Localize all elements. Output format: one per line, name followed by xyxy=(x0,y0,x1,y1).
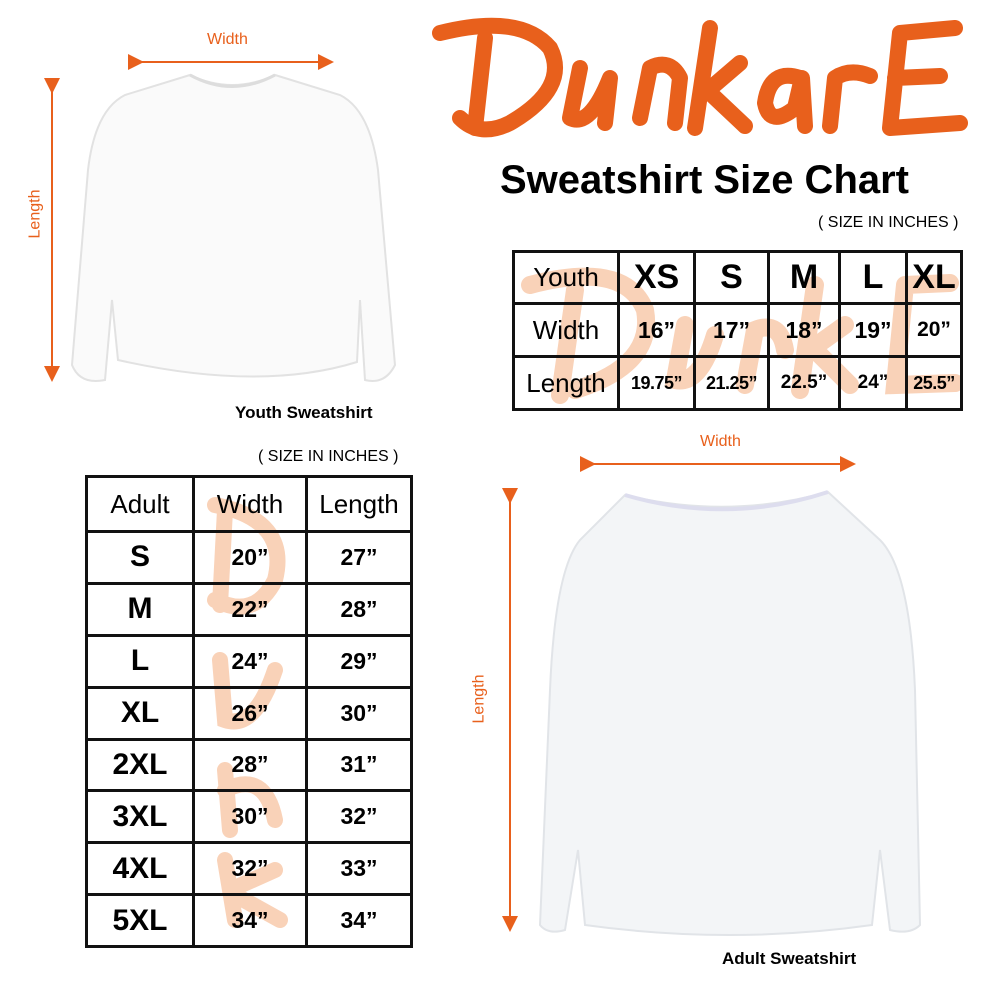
table-cell: 28” xyxy=(305,581,413,637)
table-cell: 33” xyxy=(305,841,413,897)
table-cell: 32” xyxy=(192,841,308,897)
table-cell: M xyxy=(767,250,841,305)
table-cell: XS xyxy=(617,250,696,305)
table-cell: 2XL xyxy=(85,737,195,793)
table-cell: 34” xyxy=(192,893,308,948)
table-cell: 19.75” xyxy=(617,355,696,411)
youth-size-table: Youth XS S M L XL Width 16” 17” 18” 19” … xyxy=(512,250,963,411)
table-cell: 25.5” xyxy=(905,355,963,411)
table-cell: 20” xyxy=(905,302,963,358)
table-cell: L xyxy=(85,633,195,689)
table-cell: Length xyxy=(305,475,413,533)
table-cell: 5XL xyxy=(85,893,195,948)
table-cell: 24” xyxy=(838,355,908,411)
adult-width-label: Width xyxy=(700,433,741,450)
table-cell: 26” xyxy=(192,685,308,741)
table-cell: Adult xyxy=(85,475,195,533)
table-cell: 31” xyxy=(305,737,413,793)
table-cell: M xyxy=(85,581,195,637)
table-cell: 21.25” xyxy=(693,355,770,411)
table-cell: 29” xyxy=(305,633,413,689)
table-cell: XL xyxy=(905,250,963,305)
youth-caption: Youth Sweatshirt xyxy=(235,403,373,422)
youth-width-label: Width xyxy=(207,31,248,48)
table-cell: 4XL xyxy=(85,841,195,897)
table-row: Youth XS S M L XL xyxy=(512,250,963,305)
adult-length-label: Length xyxy=(470,674,488,724)
page-title: Sweatshirt Size Chart xyxy=(500,158,910,202)
youth-length-label: Length xyxy=(26,189,44,239)
table-cell: L xyxy=(838,250,908,305)
table-cell: 28” xyxy=(192,737,308,793)
table-row: Length 19.75” 21.25” 22.5” 24” 25.5” xyxy=(512,355,963,411)
adult-size-table: Adult Width Length S 20” 27” M 22” 28” L 24” 29”… xyxy=(85,475,413,948)
adult-sweatshirt-image xyxy=(502,456,922,936)
table-row: Width 16” 17” 18” 19” 20” xyxy=(512,302,963,358)
table-row: 2XL 28” 31” xyxy=(85,737,413,793)
table-cell: 18” xyxy=(767,302,841,358)
table-cell: 20” xyxy=(192,530,308,585)
table-cell: Width xyxy=(512,302,620,358)
table-row: Adult Width Length xyxy=(85,475,413,533)
table-cell: 30” xyxy=(192,789,308,845)
table-cell: Width xyxy=(192,475,308,533)
table-cell: S xyxy=(85,530,195,585)
table-row: 3XL 30” 32” xyxy=(85,789,413,845)
table-row: S 20” 27” xyxy=(85,530,413,585)
table-cell: 22” xyxy=(192,581,308,637)
table-cell: 34” xyxy=(305,893,413,948)
table-cell: 3XL xyxy=(85,789,195,845)
table-row: 4XL 32” 33” xyxy=(85,841,413,897)
adult-caption: Adult Sweatshirt xyxy=(722,949,857,968)
youth-sweatshirt-image xyxy=(44,54,397,382)
table-cell: 32” xyxy=(305,789,413,845)
units-note-adult: ( SIZE IN INCHES ) xyxy=(258,448,399,465)
table-cell: 19” xyxy=(838,302,908,358)
table-row: M 22” 28” xyxy=(85,581,413,637)
table-cell: 24” xyxy=(192,633,308,689)
table-cell: 16” xyxy=(617,302,696,358)
table-cell: Youth xyxy=(512,250,620,305)
table-row: L 24” 29” xyxy=(85,633,413,689)
units-note-youth: ( SIZE IN INCHES ) xyxy=(818,214,959,231)
table-row: 5XL 34” 34” xyxy=(85,893,413,948)
brand-logo xyxy=(432,17,968,138)
table-cell: XL xyxy=(85,685,195,741)
table-cell: 30” xyxy=(305,685,413,741)
table-cell: 22.5” xyxy=(767,355,841,411)
table-cell: 17” xyxy=(693,302,770,358)
table-cell: Length xyxy=(512,355,620,411)
table-cell: S xyxy=(693,250,770,305)
table-cell: 27” xyxy=(305,530,413,585)
table-row: XL 26” 30” xyxy=(85,685,413,741)
